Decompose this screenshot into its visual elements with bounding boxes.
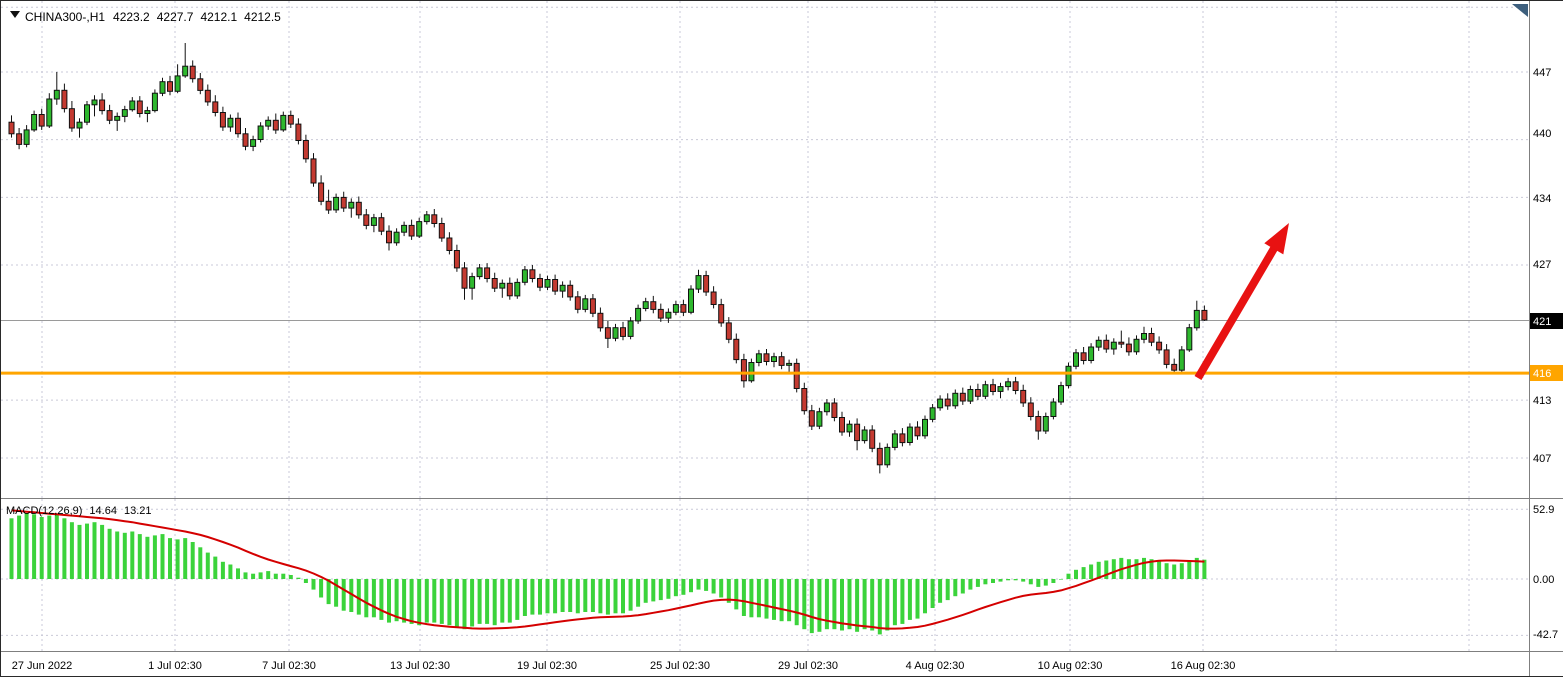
time-axis-label: 4 Aug 02:30: [906, 660, 965, 672]
indicator-label: MACD(12,26,9) 14.64 13.21: [6, 505, 151, 517]
support-price-tag-label: 416: [1533, 368, 1551, 380]
candlesticks: [8, 43, 1208, 474]
macd-signal-line: [11, 509, 1205, 630]
price-axis-label: 434: [1533, 193, 1551, 205]
support-price-tag: [1530, 365, 1563, 381]
indicator-main-value: 14.64: [89, 505, 117, 517]
macd-axis-label: -42.7: [1533, 629, 1558, 641]
price-axis-label: 407: [1533, 453, 1551, 465]
time-axis[interactable]: 27 Jun 2022 1 Jul 02:30 7 Jul 02:30 13 J…: [12, 660, 1236, 672]
symbol-dropdown-icon[interactable]: [10, 11, 20, 18]
price-axis-label: 413: [1533, 395, 1551, 407]
current-price-tag: [1530, 313, 1563, 329]
trend-arrow-head[interactable]: [1264, 223, 1289, 255]
time-axis-label: 27 Jun 2022: [12, 660, 73, 672]
quote-open: 4223.2: [113, 10, 150, 24]
quote-line: CHINA300-,H1 4223.2 4227.7 4212.1 4212.5: [25, 10, 281, 24]
gridlines: [1, 1, 1529, 651]
price-axis-label: 427: [1533, 259, 1551, 271]
quote-high: 4227.7: [157, 10, 194, 24]
time-axis-label: 10 Aug 02:30: [1038, 660, 1103, 672]
quote-low: 4212.1: [200, 10, 237, 24]
time-axis-label: 1 Jul 02:30: [148, 660, 202, 672]
trend-arrow[interactable]: [1194, 243, 1280, 381]
time-axis-label: 13 Jul 02:30: [390, 660, 450, 672]
quote-close: 4212.5: [244, 10, 281, 24]
indicator-signal-value: 13.21: [124, 505, 152, 517]
macd-axis-label: 0.00: [1533, 574, 1554, 586]
price-axis-label: 447: [1533, 67, 1551, 79]
chart-objects[interactable]: [1, 223, 1529, 381]
symbol-period: CHINA300-,H1: [25, 10, 105, 24]
chart-shift-marker-icon[interactable]: [1512, 4, 1528, 17]
time-axis-label: 16 Aug 02:30: [1171, 660, 1236, 672]
indicator-name: MACD(12,26,9): [6, 505, 82, 517]
macd-axis-label: 52.9: [1533, 504, 1554, 516]
price-axis-label: 440: [1533, 128, 1551, 140]
price-axis[interactable]: 447 440 434 427 413 407 421 416 52.9 0.0…: [1530, 67, 1563, 641]
current-price-tag-label: 421: [1533, 316, 1551, 328]
time-axis-label: 29 Jul 02:30: [778, 660, 838, 672]
time-axis-label: 25 Jul 02:30: [650, 660, 710, 672]
time-axis-label: 19 Jul 02:30: [517, 660, 577, 672]
macd-indicator: [9, 509, 1207, 635]
time-axis-label: 7 Jul 02:30: [262, 660, 316, 672]
